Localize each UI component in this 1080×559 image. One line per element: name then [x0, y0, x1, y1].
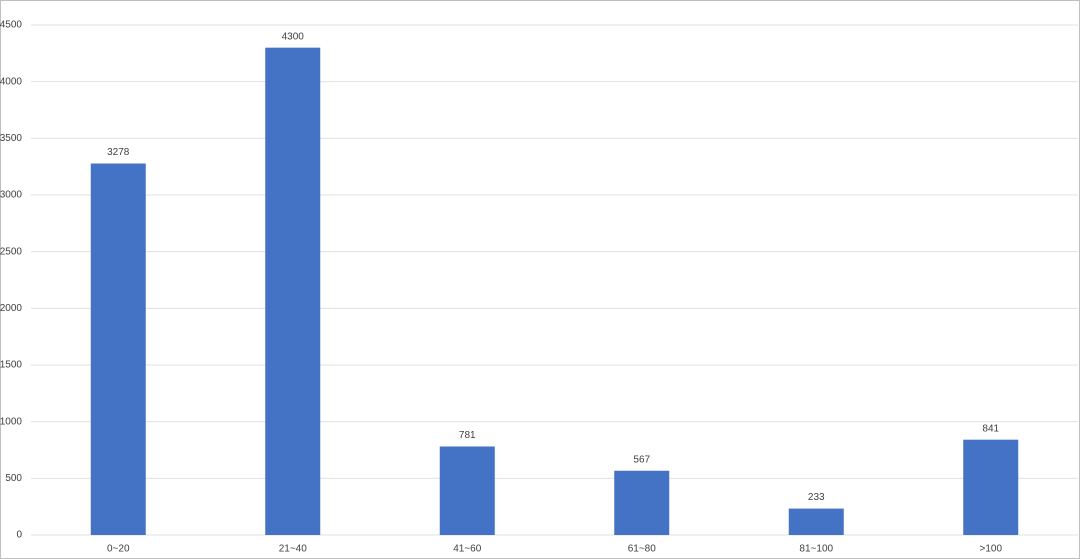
bar — [614, 470, 670, 535]
y-tick-label: 3500 — [0, 133, 22, 144]
x-tick-label: 21~40 — [279, 544, 308, 555]
y-tick-label: 0 — [16, 530, 22, 541]
y-tick-label: 500 — [5, 473, 22, 484]
y-tick-label: 4000 — [0, 76, 22, 87]
y-tick-label: 2500 — [0, 246, 22, 257]
y-tick-label: 1500 — [0, 360, 22, 371]
x-tick-label: 0~20 — [107, 544, 130, 555]
data-label: 4300 — [282, 31, 305, 42]
data-label: 841 — [982, 423, 999, 434]
bar — [439, 446, 495, 535]
data-label: 233 — [808, 492, 825, 503]
bar — [90, 163, 146, 535]
data-label: 3278 — [107, 147, 130, 158]
y-tick-label: 3000 — [0, 190, 22, 201]
x-tick-label: 61~80 — [628, 544, 657, 555]
y-tick-label: 4500 — [0, 20, 22, 31]
data-label: 781 — [459, 430, 476, 441]
y-tick-label: 2000 — [0, 303, 22, 314]
bar — [788, 508, 844, 535]
data-label: 567 — [633, 454, 650, 465]
bar — [963, 439, 1019, 535]
x-tick-label: 81~100 — [799, 544, 833, 555]
x-tick-label: >100 — [979, 544, 1002, 555]
bar — [265, 47, 321, 536]
y-tick-label: 1000 — [0, 416, 22, 427]
x-tick-label: 41~60 — [453, 544, 482, 555]
